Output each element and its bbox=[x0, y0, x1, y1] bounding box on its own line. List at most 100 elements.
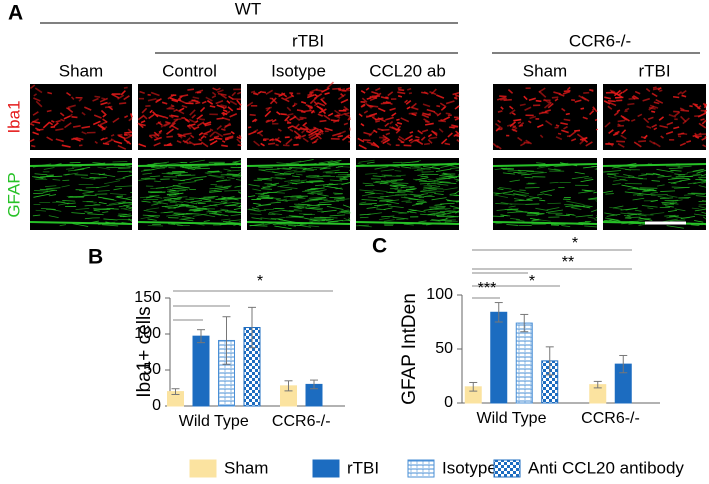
micrograph-fiber bbox=[188, 118, 197, 124]
micrograph-fiber bbox=[387, 91, 394, 97]
micrograph-fiber bbox=[343, 122, 349, 126]
micrograph-fiber bbox=[613, 219, 621, 222]
micrograph-fiber bbox=[255, 193, 265, 196]
micrograph-fiber bbox=[155, 121, 162, 126]
micrograph-fiber bbox=[167, 189, 179, 192]
micrograph-fiber bbox=[307, 192, 314, 195]
micrograph-fiber bbox=[271, 213, 283, 215]
micrograph-fiber bbox=[614, 130, 620, 135]
micrograph-fiber bbox=[367, 196, 384, 199]
micrograph-fiber bbox=[160, 122, 169, 128]
micrograph-fiber bbox=[666, 215, 679, 219]
micrograph-fiber bbox=[524, 106, 532, 112]
micrograph-fiber bbox=[81, 111, 86, 116]
micrograph-fiber bbox=[106, 208, 119, 210]
micrograph-fiber bbox=[112, 117, 120, 123]
micrograph-fiber bbox=[316, 105, 324, 111]
micrograph-fiber bbox=[431, 130, 438, 137]
tissue-edge bbox=[246, 221, 351, 225]
micrograph-fiber bbox=[548, 100, 552, 104]
micrograph-fiber bbox=[306, 180, 324, 183]
micrograph-fiber bbox=[661, 201, 675, 203]
micrograph-fiber bbox=[638, 174, 647, 177]
micrograph-fiber bbox=[438, 128, 444, 133]
micrograph-fiber bbox=[201, 100, 207, 105]
micrograph-fiber bbox=[192, 96, 200, 100]
micrograph-fiber bbox=[434, 180, 451, 183]
micrograph-fiber bbox=[627, 212, 644, 215]
micrograph-fiber bbox=[227, 106, 234, 112]
micrograph-fiber bbox=[698, 185, 707, 188]
micrograph-fiber bbox=[186, 213, 200, 215]
micrograph-fiber bbox=[581, 95, 590, 102]
micrograph-fiber bbox=[584, 225, 598, 228]
micrograph-fiber bbox=[214, 131, 224, 138]
micrograph-fiber bbox=[427, 138, 433, 144]
micrograph-fiber bbox=[627, 102, 635, 106]
micrograph-fiber bbox=[623, 174, 635, 177]
micrograph-fiber bbox=[443, 173, 460, 178]
micrograph-fiber bbox=[512, 190, 530, 195]
micrograph-fiber bbox=[191, 114, 196, 119]
micrograph-fiber bbox=[438, 120, 446, 123]
micrograph-fiber bbox=[455, 180, 460, 182]
micrograph-fiber bbox=[209, 140, 218, 146]
error-bar bbox=[171, 388, 180, 395]
micrograph-bg bbox=[603, 84, 706, 150]
micrograph-fiber bbox=[293, 130, 302, 138]
micrograph-fiber bbox=[344, 113, 351, 118]
micrograph-fiber bbox=[655, 98, 664, 104]
micrograph-fiber bbox=[64, 172, 79, 176]
micrograph-fiber bbox=[260, 142, 265, 147]
micrograph-fiber bbox=[428, 136, 438, 140]
micrograph-fiber bbox=[325, 219, 334, 222]
micrograph-fiber bbox=[593, 191, 598, 194]
micrograph-fiber bbox=[324, 92, 330, 95]
micrograph-fiber bbox=[261, 91, 267, 94]
micrograph-fiber bbox=[620, 134, 627, 140]
micrograph-fiber bbox=[613, 89, 622, 97]
micrograph-fiber bbox=[535, 99, 542, 103]
micrograph-fiber bbox=[236, 138, 242, 144]
micrograph-fiber bbox=[320, 98, 327, 105]
micrograph-fiber bbox=[140, 215, 155, 220]
micrograph-fiber bbox=[673, 126, 680, 130]
micrograph-fiber bbox=[123, 138, 132, 145]
micrograph-fiber bbox=[66, 168, 75, 170]
micrograph-fiber bbox=[333, 118, 340, 123]
tissue-edge bbox=[492, 221, 598, 225]
micrograph-fiber bbox=[192, 209, 201, 212]
micrograph-fiber bbox=[507, 89, 514, 94]
micrograph-fiber bbox=[33, 190, 49, 192]
micrograph-fiber bbox=[163, 195, 178, 199]
micrograph-fiber bbox=[701, 137, 707, 141]
micrograph-fiber bbox=[692, 173, 701, 176]
micrograph-fiber bbox=[283, 169, 298, 173]
micrograph-fiber bbox=[366, 97, 372, 100]
micrograph-fiber bbox=[358, 144, 367, 150]
micrograph-fiber bbox=[231, 91, 237, 97]
micrograph-fiber bbox=[525, 211, 540, 215]
micrograph-fiber bbox=[698, 122, 707, 129]
micrograph-fiber bbox=[451, 124, 459, 128]
micrograph-fiber bbox=[397, 125, 402, 129]
micrograph-fiber bbox=[315, 89, 323, 92]
micrograph-fiber bbox=[72, 125, 81, 128]
micrograph-fiber bbox=[221, 128, 226, 132]
micrograph-fiber bbox=[302, 167, 313, 170]
micrograph-fiber bbox=[307, 206, 320, 209]
micrograph-fiber bbox=[497, 188, 504, 190]
micrograph-fiber bbox=[702, 144, 707, 148]
micrograph-fiber bbox=[373, 181, 389, 185]
micrograph-fiber bbox=[524, 176, 534, 179]
micrograph-fiber bbox=[565, 204, 577, 208]
micrograph-fiber bbox=[648, 105, 655, 111]
micrograph-fiber bbox=[34, 173, 48, 176]
micrograph-fiber bbox=[193, 210, 202, 212]
micrograph-fiber bbox=[285, 95, 293, 100]
micrograph-fiber bbox=[401, 200, 411, 202]
micrograph-fiber bbox=[380, 169, 395, 172]
micrograph-fiber bbox=[122, 215, 133, 218]
micrograph-fiber bbox=[409, 131, 414, 134]
micrograph-fiber bbox=[651, 124, 658, 128]
